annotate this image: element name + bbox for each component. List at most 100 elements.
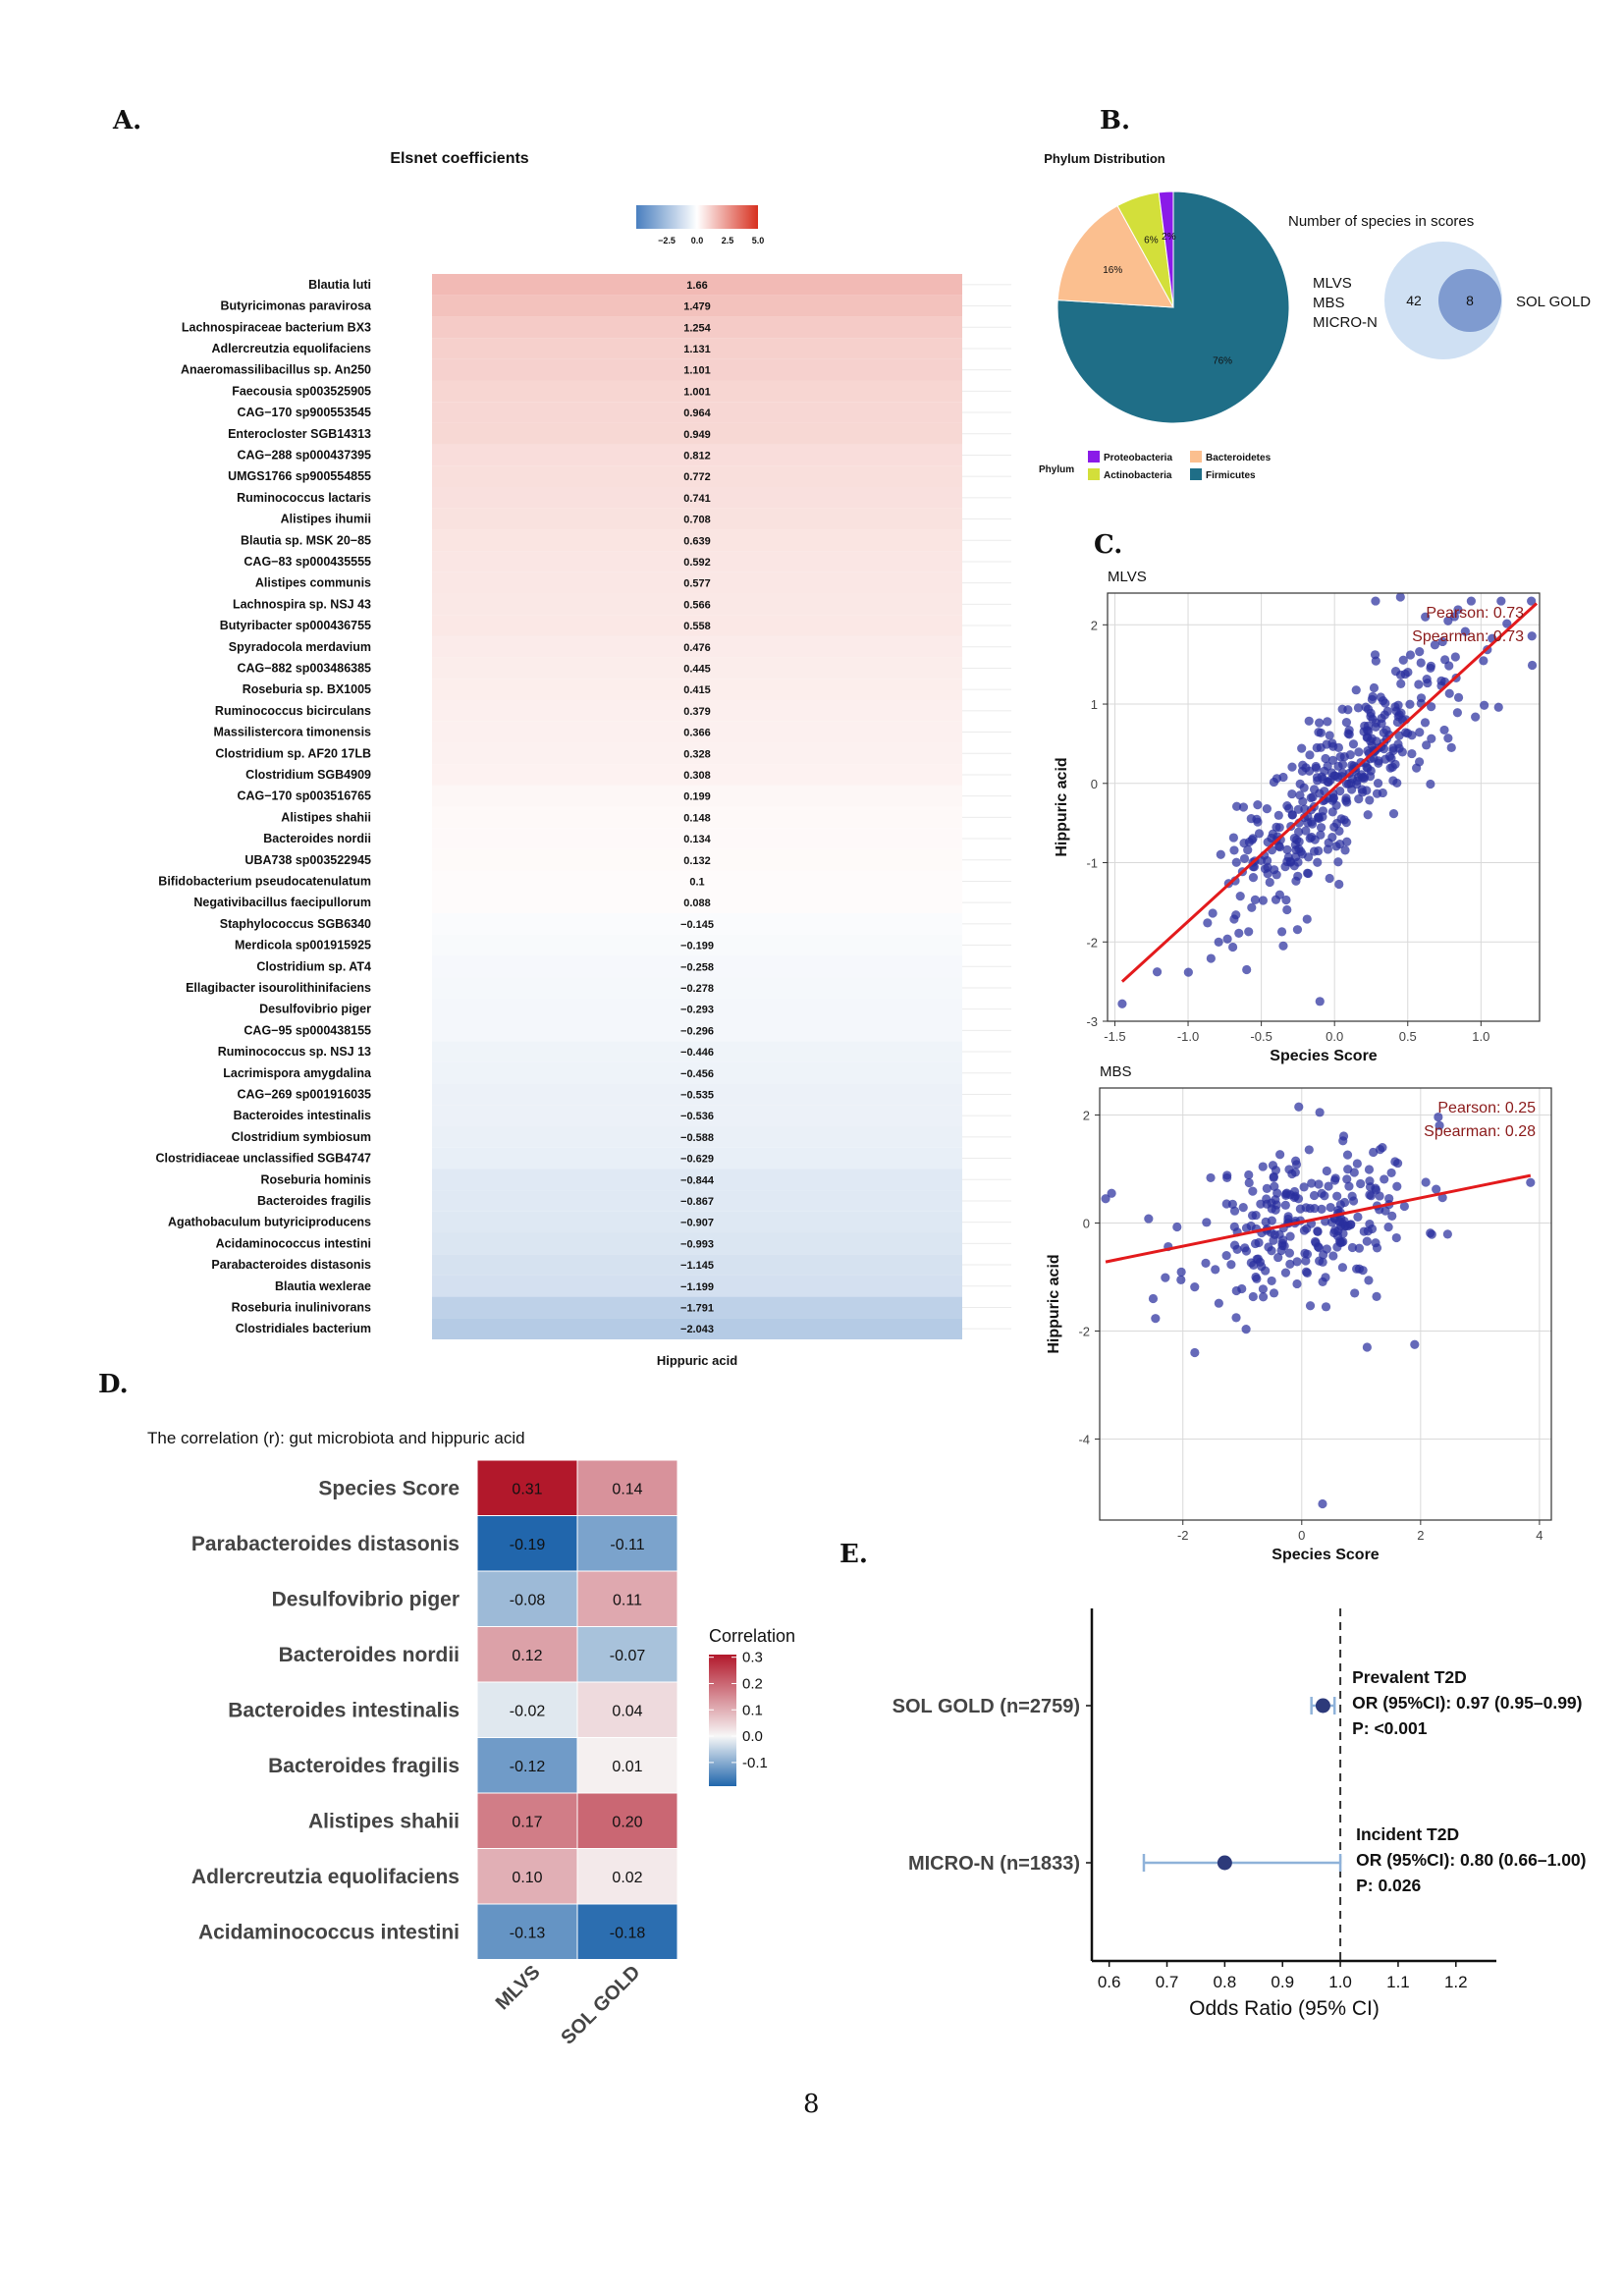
panel-a-cell <box>432 1126 962 1148</box>
panel-a-cell <box>432 955 962 978</box>
panel-e-row-label: MICRO-N (n=1833) <box>908 1853 1080 1875</box>
scatter-point <box>1291 876 1301 886</box>
panel-d-cell-value: 0.17 <box>512 1814 542 1830</box>
panel-a-cell <box>432 529 962 552</box>
pie-legend-label: Proteobacteria <box>1104 453 1172 463</box>
scatter-spearman: Spearman: 0.73 <box>1412 628 1524 645</box>
scatter-point <box>1414 680 1424 689</box>
scatter-point <box>1107 1188 1116 1198</box>
scatter-point <box>1427 734 1436 743</box>
scatter-point <box>1237 1283 1247 1294</box>
panel-a-row-label: Roseburia sp. BX1005 <box>243 682 371 696</box>
scatter-point <box>1244 927 1254 937</box>
panel-e-point <box>1217 1855 1232 1871</box>
scatter-point <box>1318 1498 1327 1509</box>
panel-a-value-label: 0.132 <box>683 855 711 867</box>
venn-inner-circle <box>1438 269 1501 332</box>
panel-a-cell <box>432 828 962 849</box>
panel-a-cell <box>432 465 962 487</box>
scatter-point <box>1421 612 1431 622</box>
scatter-point <box>1284 1248 1295 1258</box>
scatter-point <box>1287 789 1297 799</box>
scatter-point <box>1269 1288 1279 1298</box>
scatter-point <box>1282 856 1292 867</box>
scatter-point <box>1315 1108 1325 1117</box>
scatter-ylabel: Hippuric acid <box>1046 1254 1062 1353</box>
panel-e-annotation: Prevalent T2D <box>1352 1667 1467 1687</box>
panel-a-value-label: −0.867 <box>680 1196 714 1208</box>
scatter-point <box>1176 1275 1186 1284</box>
panel-a-value-label: 0.558 <box>683 621 711 632</box>
scatter-point <box>1269 1235 1278 1245</box>
panel-label-a: A. <box>113 106 142 136</box>
scatter-point <box>1353 1212 1363 1222</box>
scatter-point <box>1339 1216 1349 1226</box>
panel-a-row-label: Blautia sp. MSK 20−85 <box>241 533 371 547</box>
panel-a-value-label: −0.446 <box>680 1047 714 1059</box>
panel-d-cell <box>576 1681 678 1738</box>
panel-e-row-label: SOL GOLD (n=2759) <box>893 1696 1080 1717</box>
scatter-point <box>1371 596 1380 606</box>
scatter-point <box>1271 1195 1280 1205</box>
scatter-point <box>1380 1174 1389 1184</box>
scatter-point <box>1232 1244 1242 1254</box>
panel-a-value-label: 0.148 <box>683 812 711 824</box>
scatter-xtick-label: 0 <box>1298 1528 1305 1543</box>
scatter-point <box>1386 1168 1396 1178</box>
scatter-point <box>1306 792 1316 803</box>
scatter-point <box>1278 1235 1288 1245</box>
pie-slice <box>1158 190 1174 308</box>
scatter-point <box>1415 757 1425 767</box>
scatter-point <box>1362 786 1372 795</box>
scatter-point <box>1254 1237 1264 1248</box>
scatter-point <box>1392 717 1402 728</box>
panel-a-legend-tick: 5.0 <box>752 236 765 245</box>
scatter-point <box>1326 1218 1337 1227</box>
scatter-point <box>1527 631 1537 641</box>
scatter-point <box>1267 1204 1276 1214</box>
scatter-point <box>1341 795 1351 805</box>
panel-a-value-label: 0.308 <box>683 770 711 782</box>
panel-a-cell <box>432 508 962 530</box>
scatter-point <box>1338 1228 1348 1238</box>
panel-d-cell-value: -0.12 <box>510 1759 546 1775</box>
panel-a-value-label: 0.639 <box>683 535 711 547</box>
scatter-point <box>1380 698 1390 708</box>
scatter-point <box>1329 1175 1340 1185</box>
panel-a-row-label: CAG−170 sp900553545 <box>237 406 371 419</box>
pie-legend-title: Phylum <box>1039 464 1074 475</box>
panel-a-row-label: Staphylococcus SGB6340 <box>220 917 371 931</box>
panel-a-value-label: 0.415 <box>683 684 711 696</box>
scatter-point <box>1395 592 1405 602</box>
panel-a-row-label: Agathobaculum butyriciproducens <box>168 1216 371 1229</box>
scatter-point <box>1347 1242 1358 1253</box>
panel-a-row-label: Blautia wexlerae <box>275 1279 371 1293</box>
scatter-point <box>1304 716 1314 726</box>
scatter-ytick-label: 0 <box>1083 1217 1090 1231</box>
scatter-point <box>1365 795 1375 805</box>
scatter-point <box>1430 640 1440 650</box>
scatter-point <box>1369 682 1380 693</box>
panel-a-row-label: Faecousia sp003525905 <box>232 384 371 398</box>
scatter-point <box>1340 845 1350 855</box>
scatter-point <box>1292 1257 1302 1267</box>
scatter-point <box>1471 712 1481 722</box>
panel-d-cell-value: 0.01 <box>612 1759 642 1775</box>
scatter-point <box>1407 731 1417 740</box>
scatter-point <box>1281 895 1291 905</box>
scatter-point <box>1335 786 1345 796</box>
scatter-point <box>1405 699 1415 709</box>
scatter-point <box>1253 817 1263 827</box>
scatter-point <box>1238 1203 1248 1213</box>
panel-a-row-label: Butyribacter sp000436755 <box>220 619 371 632</box>
scatter-point <box>1327 755 1338 765</box>
scatter-point <box>1439 725 1449 735</box>
scatter-point <box>1282 904 1292 915</box>
panel-a-cell <box>432 295 962 317</box>
panel-a-value-label: 0.328 <box>683 748 711 760</box>
scatter-point <box>1375 1144 1385 1155</box>
scatter-point <box>1435 1120 1444 1130</box>
scatter-point <box>1527 596 1537 606</box>
scatter-point <box>1229 914 1239 924</box>
scatter-xtick-label: 1.0 <box>1472 1029 1489 1044</box>
